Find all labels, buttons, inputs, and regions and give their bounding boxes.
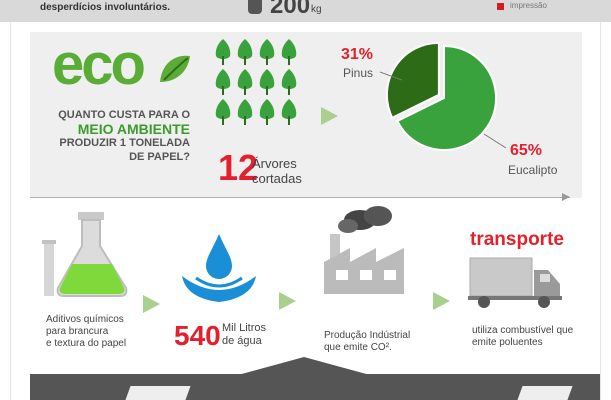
eucalipto-percent: 65% bbox=[510, 142, 543, 159]
pie-slice-pinus bbox=[385, 41, 440, 120]
factory-line-2: que emite CO². bbox=[324, 342, 392, 353]
factory-icon bbox=[324, 206, 404, 294]
trees-label-line-2: cortadas bbox=[252, 171, 302, 186]
top-banner: desperdícios involuntários. 200 kg impre… bbox=[0, 0, 611, 22]
tree-icon bbox=[237, 99, 253, 125]
tree-icon bbox=[215, 99, 231, 125]
truck-icon bbox=[468, 257, 562, 308]
trees-grid bbox=[212, 38, 302, 126]
transport-text: utiliza combustível que emite poluentes bbox=[472, 325, 573, 349]
legend-swatch bbox=[497, 3, 504, 10]
tree-icon bbox=[281, 69, 297, 95]
arrow-right-icon bbox=[143, 295, 160, 313]
trees-count: 12 bbox=[218, 147, 259, 188]
factory-text: Produção Indústrial que emite CO². bbox=[324, 330, 410, 354]
flask-icon bbox=[42, 212, 128, 297]
question-highlight: MEIO AMBIENTE bbox=[77, 121, 190, 137]
tree-icon bbox=[259, 99, 275, 125]
eco-question: QUANTO CUSTA PARA O MEIO AMBIENTE PRODUZ… bbox=[40, 108, 190, 164]
transport-line-1: utiliza combustível que bbox=[472, 325, 574, 336]
leaf-icon bbox=[160, 55, 190, 82]
water-label: Mil Litros de água bbox=[222, 322, 266, 348]
question-line-3: DE PAPEL? bbox=[129, 151, 190, 163]
pinus-label: Pinus bbox=[343, 66, 374, 80]
eucalipto-label: Eucalipto bbox=[508, 163, 558, 177]
water-label-line-2: de água bbox=[222, 335, 262, 347]
tree-icon bbox=[281, 99, 297, 125]
pie-leader-lines bbox=[379, 71, 507, 149]
pie-slice-eucalipto bbox=[396, 44, 497, 151]
aditivos-text: Aditivos químicos para brancura e textur… bbox=[46, 314, 126, 350]
pie-chart bbox=[385, 41, 497, 151]
legend-label: impressão bbox=[510, 1, 547, 10]
question-line-1: QUANTO CUSTA PARA O bbox=[58, 109, 190, 121]
bottom-roof-shape bbox=[238, 357, 370, 375]
eco-logo-text: eco bbox=[52, 32, 146, 97]
tree-icon bbox=[259, 39, 275, 65]
bottom-band bbox=[30, 374, 600, 400]
trees-label: Árvores cortadas bbox=[252, 156, 302, 186]
aditivos-line-3: e textura do papel bbox=[46, 338, 127, 349]
arrow-right-icon bbox=[433, 292, 450, 310]
question-line-2: PRODUZIR 1 TONELADA bbox=[59, 137, 190, 149]
tree-icon bbox=[237, 69, 253, 95]
header-amount: 200 bbox=[270, 0, 311, 19]
tree-icon bbox=[281, 39, 297, 65]
water-drop-icon bbox=[182, 234, 256, 302]
trees-label-line-1: Árvores bbox=[252, 156, 297, 171]
transport-line-2: emite poluentes bbox=[472, 337, 543, 348]
header-left-text: desperdícios involuntários. bbox=[40, 2, 171, 13]
tree-icon bbox=[259, 69, 275, 95]
tree-icon bbox=[237, 39, 253, 65]
left-border bbox=[10, 22, 11, 400]
arrow-right-icon bbox=[279, 292, 296, 310]
tree-icon bbox=[215, 69, 231, 95]
header-unit: kg bbox=[311, 4, 322, 15]
water-amount: 540 bbox=[174, 320, 221, 351]
paper-stack-icon bbox=[517, 386, 573, 400]
paper-stack-icon bbox=[125, 386, 191, 400]
water-label-line-1: Mil Litros bbox=[222, 322, 267, 334]
aditivos-line-2: para brancura bbox=[46, 326, 109, 337]
arrow-right-icon bbox=[321, 107, 338, 125]
transport-title: transporte bbox=[470, 229, 564, 250]
right-border bbox=[600, 22, 601, 400]
divider-arrowhead bbox=[562, 193, 570, 201]
factory-line-1: Produção Indústrial bbox=[324, 330, 411, 341]
section-divider bbox=[30, 197, 570, 198]
tree-icon bbox=[215, 39, 231, 65]
pinus-percent: 31% bbox=[341, 46, 374, 63]
bottle-icon bbox=[248, 0, 262, 14]
aditivos-line-1: Aditivos químicos bbox=[46, 314, 124, 325]
